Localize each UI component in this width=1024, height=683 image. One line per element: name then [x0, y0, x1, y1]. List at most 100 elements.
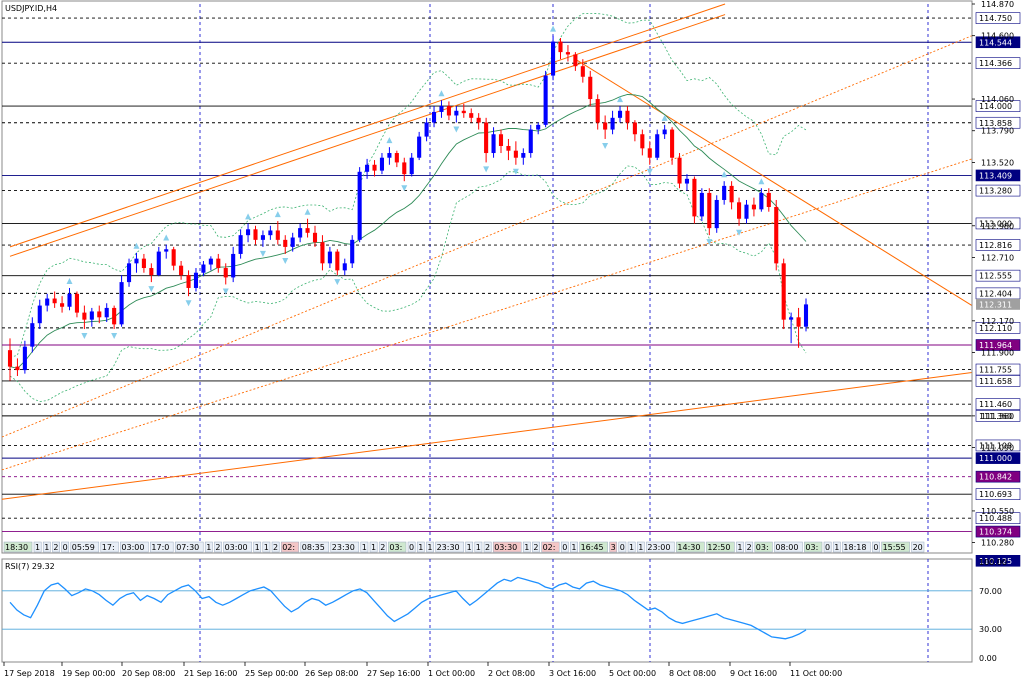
time-tag-label: 2	[747, 543, 752, 552]
time-tag-label: 1	[638, 543, 643, 552]
time-tag-label: 23:30	[437, 543, 460, 552]
candle-body	[379, 157, 385, 171]
time-tag-label: 23:00	[647, 543, 670, 552]
x-tick-label: 9 Oct 16:00	[730, 669, 777, 678]
candle-body	[551, 41, 556, 76]
time-tag	[560, 541, 569, 553]
time-tag-label: 2	[485, 543, 490, 552]
fractal-up-arrow	[617, 96, 624, 103]
fractal-down-arrow	[512, 168, 519, 175]
time-tag	[223, 541, 252, 553]
time-tag	[754, 541, 773, 553]
fractal-down-arrow	[334, 279, 341, 286]
time-tag	[407, 541, 416, 553]
time-tag	[911, 541, 925, 553]
time-tag-label: 1	[476, 543, 481, 552]
time-tag-label: 0	[63, 543, 68, 552]
rsi-axis: 100.00 70.00 30.00 0.00	[971, 558, 1007, 663]
fractal-down-arrow	[646, 168, 653, 175]
price-level-label: 111.360	[979, 412, 1012, 421]
lower-band-line	[9, 165, 807, 403]
time-tag-label: 0	[409, 543, 414, 552]
price-level-tag	[975, 217, 1021, 230]
candle-body	[283, 239, 288, 247]
candle-body	[342, 263, 347, 271]
time-tag-label: 17:0	[151, 543, 169, 552]
candle-body	[707, 192, 712, 229]
price-level-label: 114.750	[979, 14, 1012, 23]
time-tag	[627, 541, 636, 553]
candle-body	[357, 171, 362, 240]
time-tag-label: 03:	[389, 543, 402, 552]
price-level-tag	[975, 525, 1021, 538]
time-tag	[214, 541, 222, 553]
price-level-label: 114.366	[979, 59, 1012, 68]
candle-body	[617, 110, 623, 118]
last-price-label: 112.311	[979, 300, 1012, 309]
descending-trend-line	[575, 58, 973, 307]
time-tag-label: 2	[53, 543, 58, 552]
time-tag	[42, 541, 51, 553]
candle-body	[431, 111, 437, 123]
candle-body	[186, 275, 191, 288]
price-level-label: 110.125	[979, 557, 1012, 566]
y-tick-label: 112.710	[981, 253, 1014, 262]
candle-body	[655, 134, 660, 158]
candle-body	[223, 268, 228, 278]
fractal-down-arrow	[222, 288, 229, 295]
y-tick-label: 111.360	[981, 412, 1014, 421]
price-level-tag	[975, 439, 1021, 452]
y-tick-label: 114.600	[981, 32, 1014, 41]
time-tag	[636, 541, 645, 553]
candle-body	[208, 258, 213, 265]
candle-body	[684, 178, 690, 184]
candle-body	[327, 251, 332, 264]
candle-body	[454, 110, 459, 116]
price-level-tag	[975, 398, 1021, 410]
price-level-label: 111.658	[979, 377, 1012, 386]
candle-body	[536, 124, 541, 130]
time-tag-label: 1	[255, 543, 260, 552]
time-tag-label: 1	[35, 543, 40, 552]
time-tag-label: 16:45	[581, 543, 604, 552]
price-level-tag	[975, 12, 1021, 24]
time-tag	[262, 541, 271, 553]
candle-body	[350, 239, 355, 264]
channel-upper-line-2	[9, 14, 726, 257]
fractal-down-arrow	[706, 239, 713, 246]
fractal-down-arrow	[259, 250, 266, 257]
candle-body	[134, 258, 139, 264]
time-tag	[52, 541, 60, 553]
candle-body	[15, 366, 20, 371]
candle-body	[45, 298, 50, 306]
main-panel: 114.750 114.544 114.366 114.000 113.858 113.4…	[1, 0, 1021, 567]
time-tag-label: 1	[206, 543, 211, 552]
candle-body	[498, 134, 504, 146]
candle-body	[722, 185, 727, 200]
price-level-label: 111.964	[979, 341, 1012, 350]
price-level-tag	[975, 512, 1021, 525]
x-tick-label: 19 Sep 00:00	[62, 669, 115, 678]
time-tag-label: 05:59	[72, 543, 95, 552]
time-axis: 17 Sep 2018 19 Sep 00:00 20 Sep 08:00 21 Se…	[3, 662, 842, 678]
time-tag	[842, 541, 871, 553]
time-tag-label: 15:55	[883, 543, 906, 552]
main-panel-frame	[1, 0, 973, 554]
fractal-up-arrow	[245, 213, 252, 220]
price-level-tag	[975, 363, 1021, 376]
candle-body	[7, 350, 13, 367]
candle-body	[260, 235, 265, 240]
time-tag-label: 1	[571, 543, 576, 552]
x-tick-label: 1 Oct 00:00	[428, 669, 475, 678]
fractal-up-arrow	[274, 211, 281, 218]
time-tag-label: 1	[427, 543, 432, 552]
fractal-down-arrow	[453, 126, 460, 133]
time-tag-label: 3	[611, 543, 616, 552]
candle-body	[573, 54, 578, 67]
time-tag-label: 12:50	[707, 543, 730, 552]
candle-body	[439, 106, 444, 112]
time-tag	[522, 541, 531, 553]
candle-body	[238, 235, 243, 254]
time-tag	[33, 541, 42, 553]
